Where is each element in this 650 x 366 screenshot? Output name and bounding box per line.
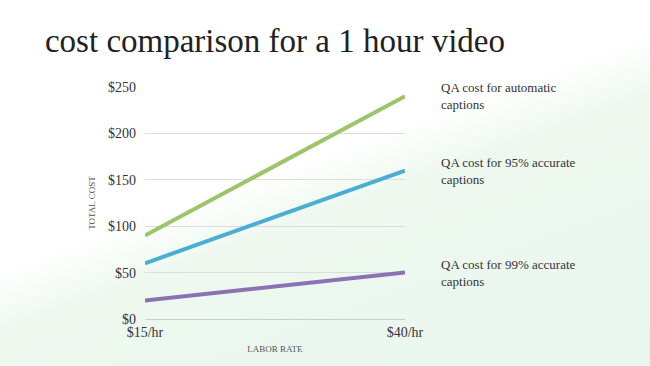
svg-text:QA cost for 99% accuratecaptio: QA cost for 99% accuratecaptions — [441, 257, 576, 289]
svg-text:QA cost for 95% accuratecaptio: QA cost for 95% accuratecaptions — [441, 155, 576, 187]
svg-text:$150: $150 — [108, 173, 136, 188]
svg-text:QA cost for automaticcaptions: QA cost for automaticcaptions — [441, 80, 556, 112]
svg-text:TOTAL COST: TOTAL COST — [87, 176, 97, 230]
svg-text:$0: $0 — [122, 312, 136, 327]
svg-text:$50: $50 — [115, 266, 136, 281]
svg-text:$200: $200 — [108, 126, 136, 141]
svg-text:cost comparison for a 1 hour v: cost comparison for a 1 hour video — [45, 23, 505, 59]
svg-text:$15/hr: $15/hr — [127, 325, 164, 340]
svg-text:$40/hr: $40/hr — [387, 325, 424, 340]
svg-text:LABOR RATE: LABOR RATE — [247, 344, 303, 354]
svg-text:$100: $100 — [108, 219, 136, 234]
svg-text:$250: $250 — [108, 80, 136, 95]
